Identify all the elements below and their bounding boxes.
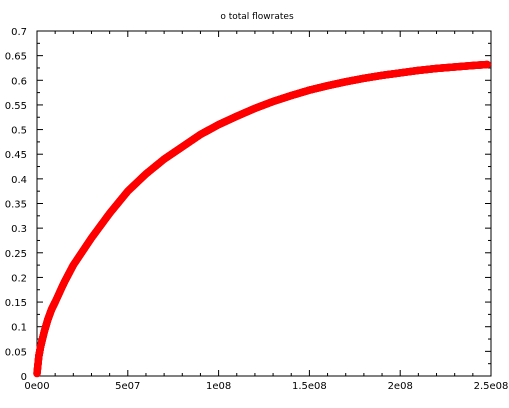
y-tick-label: 0.7 xyxy=(11,27,27,38)
y-tick-label: 0.65 xyxy=(5,52,27,63)
x-tick-label: 1.5e08 xyxy=(292,381,327,392)
y-tick-label: 0.45 xyxy=(5,150,27,161)
x-tick-label: 2e08 xyxy=(388,381,413,392)
x-axis: 0e00 5e07 1e08 1.5e08 2e08 2.5e08 xyxy=(24,31,508,392)
y-axis: 0 0.05 0.1 0.15 0.2 0.25 0.3 0.35 0.4 0.45 0.5 0.55… xyxy=(5,27,491,383)
plot-area: 0e00 5e07 1e08 1.5e08 2e08 2.5e08 0 0.05 0.1 0.1… xyxy=(5,27,509,392)
x-tick-label: 1e08 xyxy=(206,381,231,392)
series-layer xyxy=(33,60,492,378)
y-tick-label: 0 xyxy=(21,372,27,383)
data-point xyxy=(483,60,492,69)
y-tick-label: 0.5 xyxy=(11,126,27,137)
y-tick-label: 0.1 xyxy=(11,323,27,334)
y-tick-label: 0.05 xyxy=(5,347,27,358)
chart-title: o total flowrates xyxy=(220,12,294,22)
x-tick-label: 0e00 xyxy=(24,381,49,392)
y-tick-label: 0.25 xyxy=(5,249,27,260)
y-tick-label: 0.4 xyxy=(11,175,27,186)
y-tick-label: 0.6 xyxy=(11,76,27,87)
x-tick-label: 2.5e08 xyxy=(474,381,509,392)
y-tick-label: 0.2 xyxy=(11,273,27,284)
y-tick-label: 0.55 xyxy=(5,101,27,112)
plot-frame xyxy=(36,30,492,377)
y-tick-label: 0.35 xyxy=(5,200,27,211)
x-tick-label: 5e07 xyxy=(115,381,140,392)
y-tick-label: 0.3 xyxy=(11,224,27,235)
y-tick-label: 0.15 xyxy=(5,298,27,309)
